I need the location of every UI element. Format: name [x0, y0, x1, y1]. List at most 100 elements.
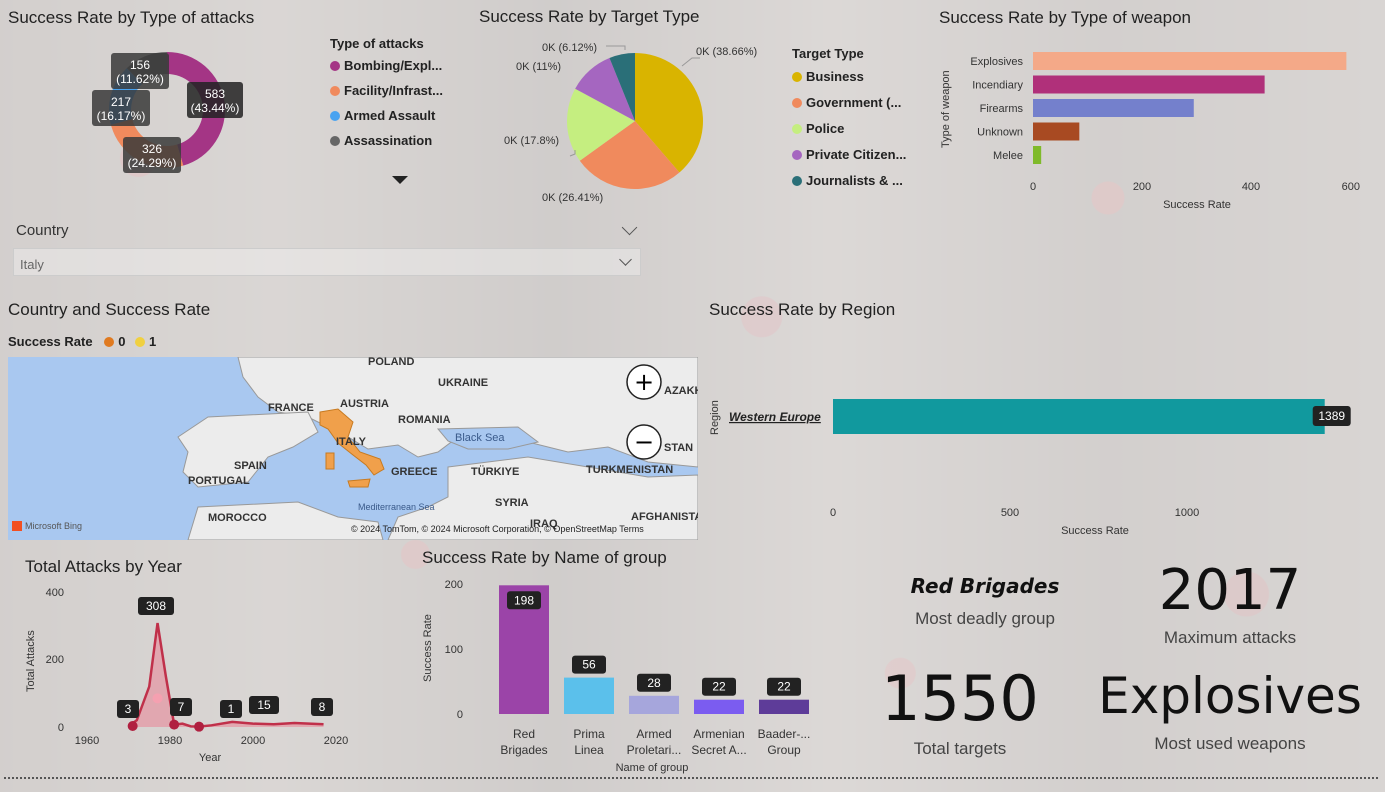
group-bar-2[interactable] — [629, 695, 679, 714]
legend-item-bombing[interactable]: Bombing/Expl... — [330, 58, 443, 73]
pie-label-police: 0K (17.8%) — [504, 135, 559, 147]
map-zoom-out-button[interactable]: − — [626, 424, 662, 460]
italy-region[interactable] — [319, 408, 385, 476]
group-bar-chart[interactable]: Success Rate 200 100 0 198 Red Brigades 56 P… — [415, 570, 820, 775]
pie-slice-2[interactable] — [567, 88, 635, 161]
year-y-tick-0: 0 — [58, 722, 64, 734]
black-sea-shape — [436, 426, 540, 450]
pie-slice-0[interactable] — [635, 53, 703, 173]
map-legend-swatch-0 — [104, 337, 115, 347]
legend-item-assassination[interactable]: Assassination — [330, 133, 443, 148]
year-x-tick-2000: 2000 — [241, 735, 265, 747]
year-label-8: 8 — [311, 698, 333, 716]
chevron-down-icon — [619, 253, 632, 266]
svg-text:(16.17%): (16.17%) — [97, 109, 146, 123]
group-y-label: Success Rate — [422, 614, 434, 682]
legend-item-government[interactable]: Government (... — [792, 95, 906, 110]
map-bing-logo: Microsoft Bing — [25, 521, 82, 531]
weapon-bar-3[interactable] — [1033, 122, 1080, 141]
plus-icon: + — [634, 368, 654, 396]
donut-label-217: 217(16.17%) — [92, 90, 150, 126]
legend-scroll-down-icon[interactable] — [392, 176, 408, 184]
svg-text:7: 7 — [178, 700, 185, 714]
year-point-2[interactable] — [169, 719, 180, 730]
group-bar-4[interactable] — [759, 699, 809, 714]
pie-label-business: 0K (38.66%) — [696, 46, 757, 58]
year-area-chart[interactable]: Total Attacks 400 200 0 1960 1980 2000 2… — [20, 580, 365, 770]
weapon-tick-0: 0 — [1030, 181, 1036, 193]
year-chart-title: Total Attacks by Year — [25, 557, 182, 576]
country-dropdown-value: Italy — [20, 257, 44, 272]
weapon-bar-1[interactable] — [1033, 75, 1265, 94]
target-type-title: Success Rate by Target Type — [479, 7, 700, 26]
group-value-4: 22 — [777, 680, 791, 694]
target-type-legend-title: Target Type — [792, 46, 864, 61]
group-value-3: 22 — [712, 680, 726, 694]
svg-text:(11.62%): (11.62%) — [116, 72, 164, 86]
map-zoom-in-button[interactable]: + — [626, 364, 662, 400]
region-category-label[interactable]: Western Europe — [729, 410, 821, 424]
pie-label-government: 0K (26.41%) — [542, 192, 603, 204]
group-bar-1[interactable] — [564, 677, 614, 714]
sardinia-region[interactable] — [325, 452, 335, 470]
map-place-italy: ITALY — [336, 436, 367, 448]
legend-item-police[interactable]: Police — [792, 121, 906, 136]
weapon-cat-1: Incendiary — [972, 80, 1023, 92]
donut-slice-0[interactable] — [167, 52, 225, 166]
year-label-7: 7 — [170, 698, 192, 716]
armed-swatch — [330, 111, 340, 121]
svg-text:8: 8 — [319, 700, 326, 714]
year-line[interactable] — [127, 622, 324, 728]
group-cat-2-0: Armed — [636, 727, 671, 741]
svg-text:3: 3 — [125, 702, 132, 716]
map-place-turkiye: TÜRKIYE — [471, 465, 519, 478]
weapon-bar-2[interactable] — [1033, 99, 1194, 117]
map-place-kazakh: AZAKH — [664, 385, 698, 397]
year-point-3[interactable] — [194, 721, 205, 732]
legend-item-facility[interactable]: Facility/Infrast... — [330, 83, 443, 98]
year-point-1[interactable] — [152, 693, 163, 704]
group-tag-0 — [507, 591, 541, 610]
pie-label-journalists: 0K (6.12%) — [542, 42, 597, 54]
legend-item-business[interactable]: Business — [792, 69, 906, 84]
pie-slice-4[interactable] — [609, 53, 635, 121]
page-divider — [4, 777, 1378, 779]
group-y-tick-100: 100 — [445, 644, 463, 656]
weapon-bar-4[interactable] — [1033, 146, 1042, 164]
group-cat-2-1: Proletari... — [627, 743, 682, 757]
map-place-poland: POLAND — [368, 357, 415, 368]
facility-swatch — [330, 86, 340, 96]
group-x-label: Name of group — [616, 762, 689, 774]
target-type-pie[interactable]: 0K (38.66%) 0K (26.41%) 0K (17.8%) 0K (1… — [500, 36, 770, 216]
country-map[interactable]: POLAND UKRAINE FRANCE AUSTRIA ROMANIA IT… — [8, 357, 698, 540]
map-place-afghanistan: AFGHANISTA — [631, 511, 698, 523]
weapon-bar-chart[interactable]: Type of weapon Explosives Incendiary Firea… — [935, 40, 1365, 215]
sicily-region[interactable] — [347, 478, 371, 488]
pie-slice-1[interactable] — [579, 121, 680, 189]
year-x-tick-1980: 1980 — [158, 735, 182, 747]
attack-type-donut[interactable]: 583(43.44%) 326(24.29%) 217(16.17%) 156(… — [90, 40, 260, 180]
country-dropdown[interactable]: Italy — [13, 248, 641, 276]
legend-item-armed-assault[interactable]: Armed Assault — [330, 108, 443, 123]
year-point-0[interactable] — [127, 720, 138, 731]
map-place-mediterranean: Mediterranean Sea — [358, 502, 435, 512]
group-bar-3[interactable] — [694, 699, 744, 714]
region-bar-chart[interactable]: Region Western Europe 1389 0 500 1000 Su… — [705, 370, 1375, 545]
group-y-tick-0: 0 — [457, 709, 463, 721]
map-place-romania: ROMANIA — [398, 414, 451, 426]
legend-item-private[interactable]: Private Citizen... — [792, 147, 906, 162]
weapon-cat-2: Firearms — [980, 103, 1024, 115]
legend-item-journalists[interactable]: Journalists & ... — [792, 173, 906, 188]
pie-slice-3[interactable] — [575, 57, 635, 121]
pie-label-private: 0K (11%) — [516, 61, 561, 73]
map-attribution[interactable]: © 2024 TomTom, © 2024 Microsoft Corporat… — [351, 524, 644, 534]
map-place-black-sea: Black Sea — [455, 432, 505, 444]
weapon-x-label: Success Rate — [1163, 199, 1231, 211]
weapon-bar-0[interactable] — [1033, 52, 1347, 70]
group-cat-3-0: Armenian — [693, 727, 744, 741]
svg-text:217: 217 — [111, 95, 131, 109]
weapon-title: Success Rate by Type of weapon — [939, 8, 1192, 27]
police-swatch — [792, 124, 802, 134]
year-label-1: 1 — [220, 700, 242, 718]
region-bar-western-europe[interactable] — [833, 399, 1325, 434]
